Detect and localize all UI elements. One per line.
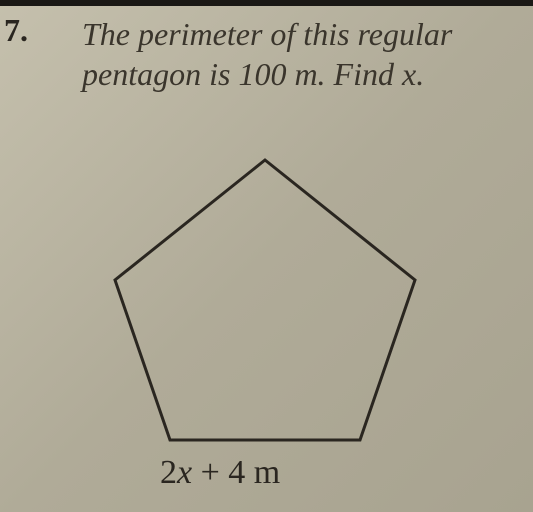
problem-line-2: pentagon is 100 m. Find x.	[82, 56, 424, 92]
side-length-label: 2x + 4 m	[160, 454, 280, 492]
pentagon-shape	[115, 160, 415, 440]
problem-line-1: The perimeter of this regular	[82, 16, 452, 52]
pentagon-svg	[100, 150, 430, 450]
top-border	[0, 0, 533, 6]
problem-text: The perimeter of this regular pentagon i…	[82, 14, 523, 94]
problem-number: 7.	[4, 12, 28, 49]
pentagon-figure	[100, 150, 430, 450]
